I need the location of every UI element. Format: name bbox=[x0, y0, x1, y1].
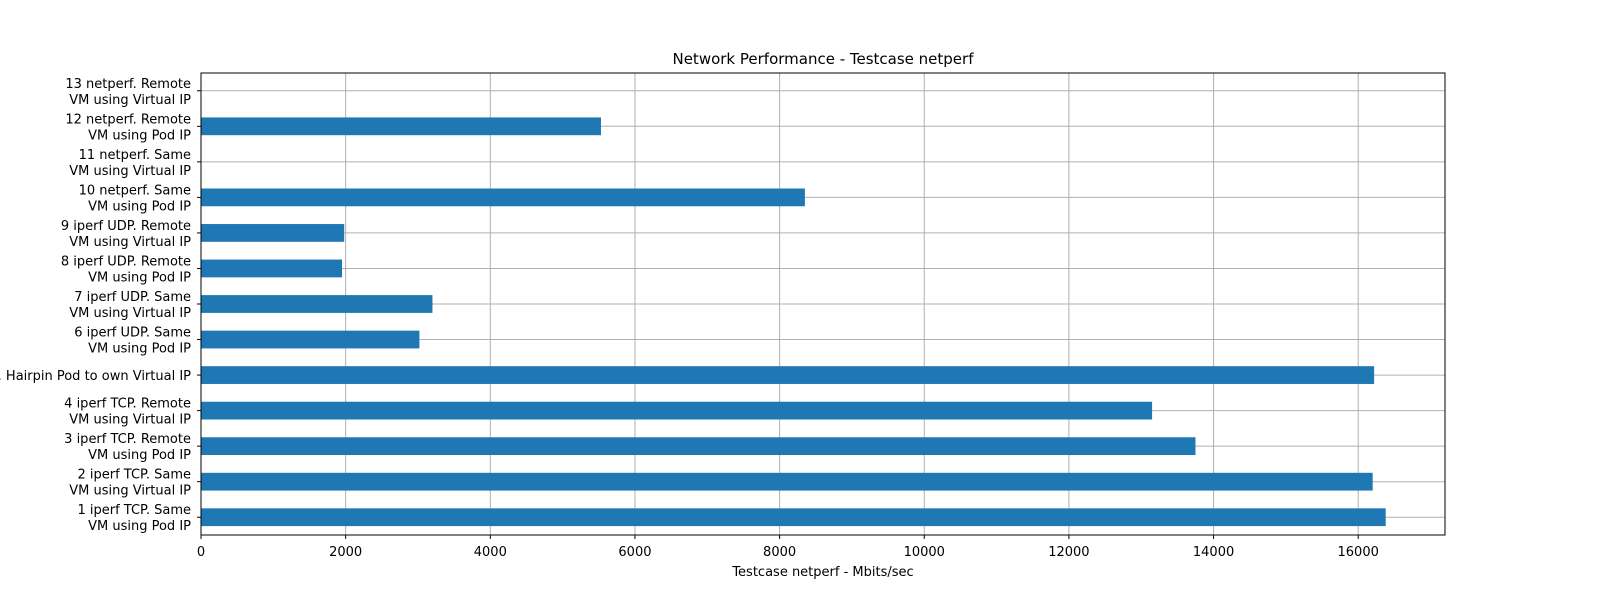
y-tick-label-line: 5 iperf TCP. Hairpin Pod to own Virtual … bbox=[0, 369, 191, 384]
y-tick-label: 8 iperf UDP. Remote VM using Pod IP bbox=[61, 254, 191, 285]
y-tick-label: 3 iperf TCP. Remote VM using Pod IP bbox=[64, 432, 191, 463]
y-tick-label: 4 iperf TCP. Remote VM using Virtual IP bbox=[64, 397, 191, 428]
y-tick-label: 9 iperf UDP. Remote VM using Virtual IP bbox=[61, 219, 191, 250]
y-tick-label-line: 4 iperf TCP. Remote bbox=[64, 397, 191, 412]
x-tick-label: 16000 bbox=[1338, 545, 1379, 560]
chart-title: Network Performance - Testcase netperf bbox=[672, 50, 974, 68]
y-tick-label: 13 netperf. Remote VM using Virtual IP bbox=[65, 77, 191, 108]
y-tick-label-line: VM using Pod IP bbox=[88, 448, 191, 463]
bar bbox=[201, 224, 345, 242]
x-axis-title: Testcase netperf - Mbits/sec bbox=[731, 565, 913, 580]
bar bbox=[201, 259, 343, 278]
y-tick-label-line: 12 netperf. Remote bbox=[65, 112, 191, 127]
y-tick-label-line: 2 iperf TCP. Same bbox=[77, 468, 191, 483]
y-tick-label: 12 netperf. Remote VM using Pod IP bbox=[65, 112, 191, 143]
x-tick-label: 0 bbox=[197, 545, 205, 560]
y-tick-label: 11 netperf. Same VM using Virtual IP bbox=[69, 148, 191, 179]
y-tick-label-line: VM using Pod IP bbox=[88, 519, 191, 534]
y-tick-label-line: 7 iperf UDP. Same bbox=[74, 290, 191, 305]
y-tick-label: 2 iperf TCP. Same VM using Virtual IP bbox=[69, 468, 191, 499]
x-axis-ticks: 0 2000 4000 6000 8000 10000 12000 14000 16000 bbox=[197, 535, 1379, 560]
bar bbox=[201, 188, 805, 207]
y-tick-label-line: 13 netperf. Remote bbox=[65, 77, 191, 92]
y-tick-label: 6 iperf UDP. Same VM using Pod IP bbox=[74, 326, 191, 357]
y-tick-label-line: 8 iperf UDP. Remote bbox=[61, 254, 191, 269]
x-tick-label: 14000 bbox=[1193, 545, 1234, 560]
bar bbox=[201, 401, 1153, 420]
bar bbox=[201, 472, 1373, 491]
bar bbox=[201, 330, 420, 349]
bar bbox=[201, 508, 1386, 527]
y-tick-label-line: VM using Pod IP bbox=[88, 342, 191, 357]
x-tick-label: 10000 bbox=[904, 545, 945, 560]
y-tick-label-line: VM using Virtual IP bbox=[69, 235, 191, 250]
y-tick-label-line: VM using Virtual IP bbox=[69, 164, 191, 179]
y-tick-label-line: VM using Virtual IP bbox=[69, 484, 191, 499]
y-tick-label: 5 iperf TCP. Hairpin Pod to own Virtual … bbox=[0, 369, 191, 384]
bar bbox=[201, 295, 433, 313]
y-tick-label-line: 1 iperf TCP. Same bbox=[77, 503, 191, 518]
y-tick-label: 1 iperf TCP. Same VM using Pod IP bbox=[77, 503, 191, 534]
x-tick-label: 4000 bbox=[474, 545, 507, 560]
y-tick-label-line: 10 netperf. Same bbox=[79, 183, 191, 198]
y-tick-label-line: VM using Virtual IP bbox=[69, 306, 191, 321]
bar bbox=[201, 117, 601, 136]
bar bbox=[201, 437, 1196, 456]
x-tick-label: 8000 bbox=[763, 545, 796, 560]
x-tick-label: 6000 bbox=[618, 545, 651, 560]
y-tick-label-line: 3 iperf TCP. Remote bbox=[64, 432, 191, 447]
y-tick-label-line: 11 netperf. Same bbox=[79, 148, 191, 163]
y-tick-label: 7 iperf UDP. Same VM using Virtual IP bbox=[69, 290, 191, 321]
bars bbox=[201, 117, 1386, 527]
y-tick-label-line: VM using Virtual IP bbox=[69, 93, 191, 108]
y-tick-label-line: 9 iperf UDP. Remote bbox=[61, 219, 191, 234]
y-axis-ticks: 1 iperf TCP. Same VM using Pod IP2 iperf … bbox=[0, 77, 201, 534]
bar bbox=[201, 366, 1375, 384]
x-tick-label: 2000 bbox=[329, 545, 362, 560]
y-tick-label-line: VM using Pod IP bbox=[88, 199, 191, 214]
y-tick-label-line: VM using Pod IP bbox=[88, 270, 191, 285]
y-tick-label-line: 6 iperf UDP. Same bbox=[74, 326, 191, 341]
y-tick-label-line: VM using Pod IP bbox=[88, 128, 191, 143]
x-tick-label: 12000 bbox=[1048, 545, 1089, 560]
y-tick-label: 10 netperf. Same VM using Pod IP bbox=[79, 183, 192, 214]
y-tick-label-line: VM using Virtual IP bbox=[69, 413, 191, 428]
